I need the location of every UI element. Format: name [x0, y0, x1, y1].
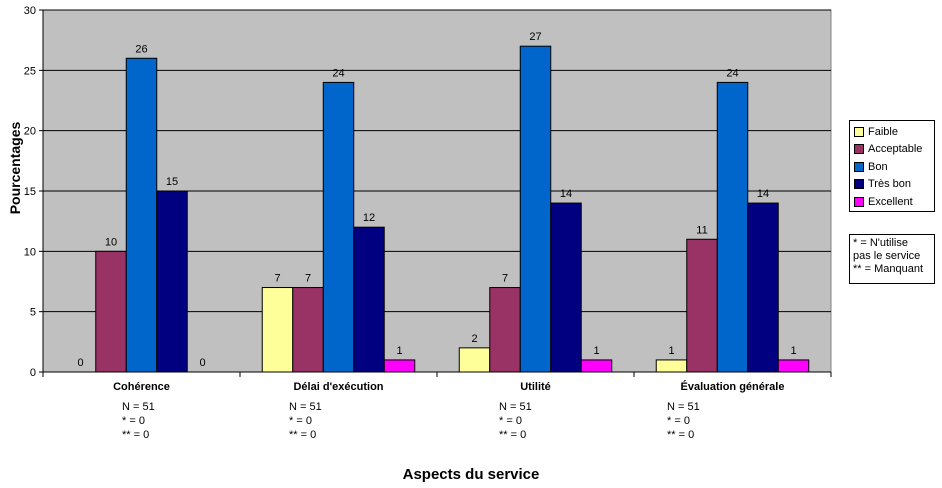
footnote-box: * = N'utilise pas le service ** = Manqua… [849, 234, 935, 284]
x-tick-label: Évaluation générale [681, 380, 785, 393]
x-axis-label: Aspects du service [402, 466, 540, 483]
subnote-double-star: ** = 0 [122, 429, 150, 441]
y-tick-label: 30 [24, 5, 36, 17]
bar [261, 287, 294, 373]
bar [95, 250, 127, 373]
y-tick-label: 15 [24, 186, 36, 198]
subnote-double-star: ** = 0 [667, 429, 695, 441]
y-tick-label: 5 [30, 307, 36, 319]
data-label: 7 [502, 273, 508, 285]
bar [686, 238, 718, 373]
data-label: 7 [305, 273, 311, 285]
legend-swatch-acceptable [854, 144, 864, 155]
subnote-n: N = 51 [499, 401, 532, 413]
data-label: 1 [396, 345, 402, 357]
footnote-line-3: ** = Manquant [853, 263, 924, 275]
subnote-utilite: N = 51 * = 0 ** = 0 [499, 400, 532, 442]
bar [292, 287, 324, 373]
subnote-n: N = 51 [667, 401, 700, 413]
subnote-evaluation: N = 51 * = 0 ** = 0 [667, 400, 700, 442]
subnote-double-star: ** = 0 [289, 429, 317, 441]
legend-swatch-bon [854, 161, 864, 172]
data-label: 10 [105, 236, 117, 248]
data-label: 0 [199, 357, 205, 369]
subnote-double-star: ** = 0 [499, 429, 527, 441]
footnote-line-2: pas le service [853, 250, 921, 262]
bar [519, 45, 552, 373]
legend-item-faible: Faible [854, 123, 934, 141]
bar [747, 202, 779, 373]
bar [580, 359, 613, 373]
y-axis-label: Pourcentages [7, 121, 23, 215]
bar [655, 359, 688, 373]
subnote-delai: N = 51 * = 0 ** = 0 [289, 400, 322, 442]
legend-label-acceptable: Acceptable [868, 143, 923, 156]
bar [322, 81, 355, 373]
subnote-coherence: N = 51 * = 0 ** = 0 [122, 400, 155, 442]
bar [458, 347, 491, 373]
subnote-star: * = 0 [667, 415, 690, 427]
data-label: 7 [274, 273, 280, 285]
legend-swatch-tres-bon [854, 179, 864, 190]
x-tick-label: Cohérence [113, 381, 170, 393]
data-label: 14 [560, 188, 572, 200]
legend-item-acceptable: Acceptable [854, 141, 934, 159]
legend-swatch-excellent [854, 196, 864, 207]
legend: Faible Acceptable Bon Très bon Excellent [849, 120, 935, 212]
data-label: 0 [77, 357, 83, 369]
y-tick-label: 0 [30, 367, 36, 379]
x-tick-label: Délai d'exécution [293, 381, 383, 393]
data-label: 24 [332, 67, 344, 79]
data-label: 15 [166, 176, 178, 188]
legend-label-excellent: Excellent [868, 195, 913, 208]
data-label: 24 [726, 67, 738, 79]
legend-item-tres-bon: Très bon [854, 176, 934, 194]
subnote-n: N = 51 [122, 401, 155, 413]
data-label: 2 [471, 333, 477, 345]
bar [777, 359, 810, 373]
bar [125, 57, 158, 373]
data-label: 1 [668, 345, 674, 357]
bar [489, 287, 521, 373]
subnote-n: N = 51 [289, 401, 322, 413]
legend-item-excellent: Excellent [854, 193, 934, 211]
y-tick-label: 25 [24, 65, 36, 77]
legend-label-faible: Faible [868, 125, 898, 138]
subnote-star: * = 0 [499, 415, 522, 427]
bar [716, 81, 749, 373]
footnote-line-1: * = N'utilise [853, 237, 908, 249]
legend-label-bon: Bon [868, 160, 888, 173]
y-tick-label: 10 [24, 246, 36, 258]
bar [550, 202, 582, 373]
bar [383, 359, 416, 373]
legend-swatch-faible [854, 126, 864, 137]
bar [353, 226, 385, 373]
data-label: 11 [696, 224, 707, 236]
data-label: 27 [529, 31, 541, 43]
y-tick-label: 20 [24, 126, 36, 138]
bar [156, 190, 188, 373]
data-label: 14 [757, 188, 769, 200]
data-label: 12 [363, 212, 375, 224]
subnote-star: * = 0 [289, 415, 312, 427]
x-tick-label: Utilité [520, 381, 551, 393]
data-label: 1 [790, 345, 796, 357]
data-label: 1 [593, 345, 599, 357]
data-label: 26 [135, 43, 147, 55]
subnote-star: * = 0 [122, 415, 145, 427]
legend-label-tres-bon: Très bon [868, 178, 912, 191]
legend-item-bon: Bon [854, 158, 934, 176]
